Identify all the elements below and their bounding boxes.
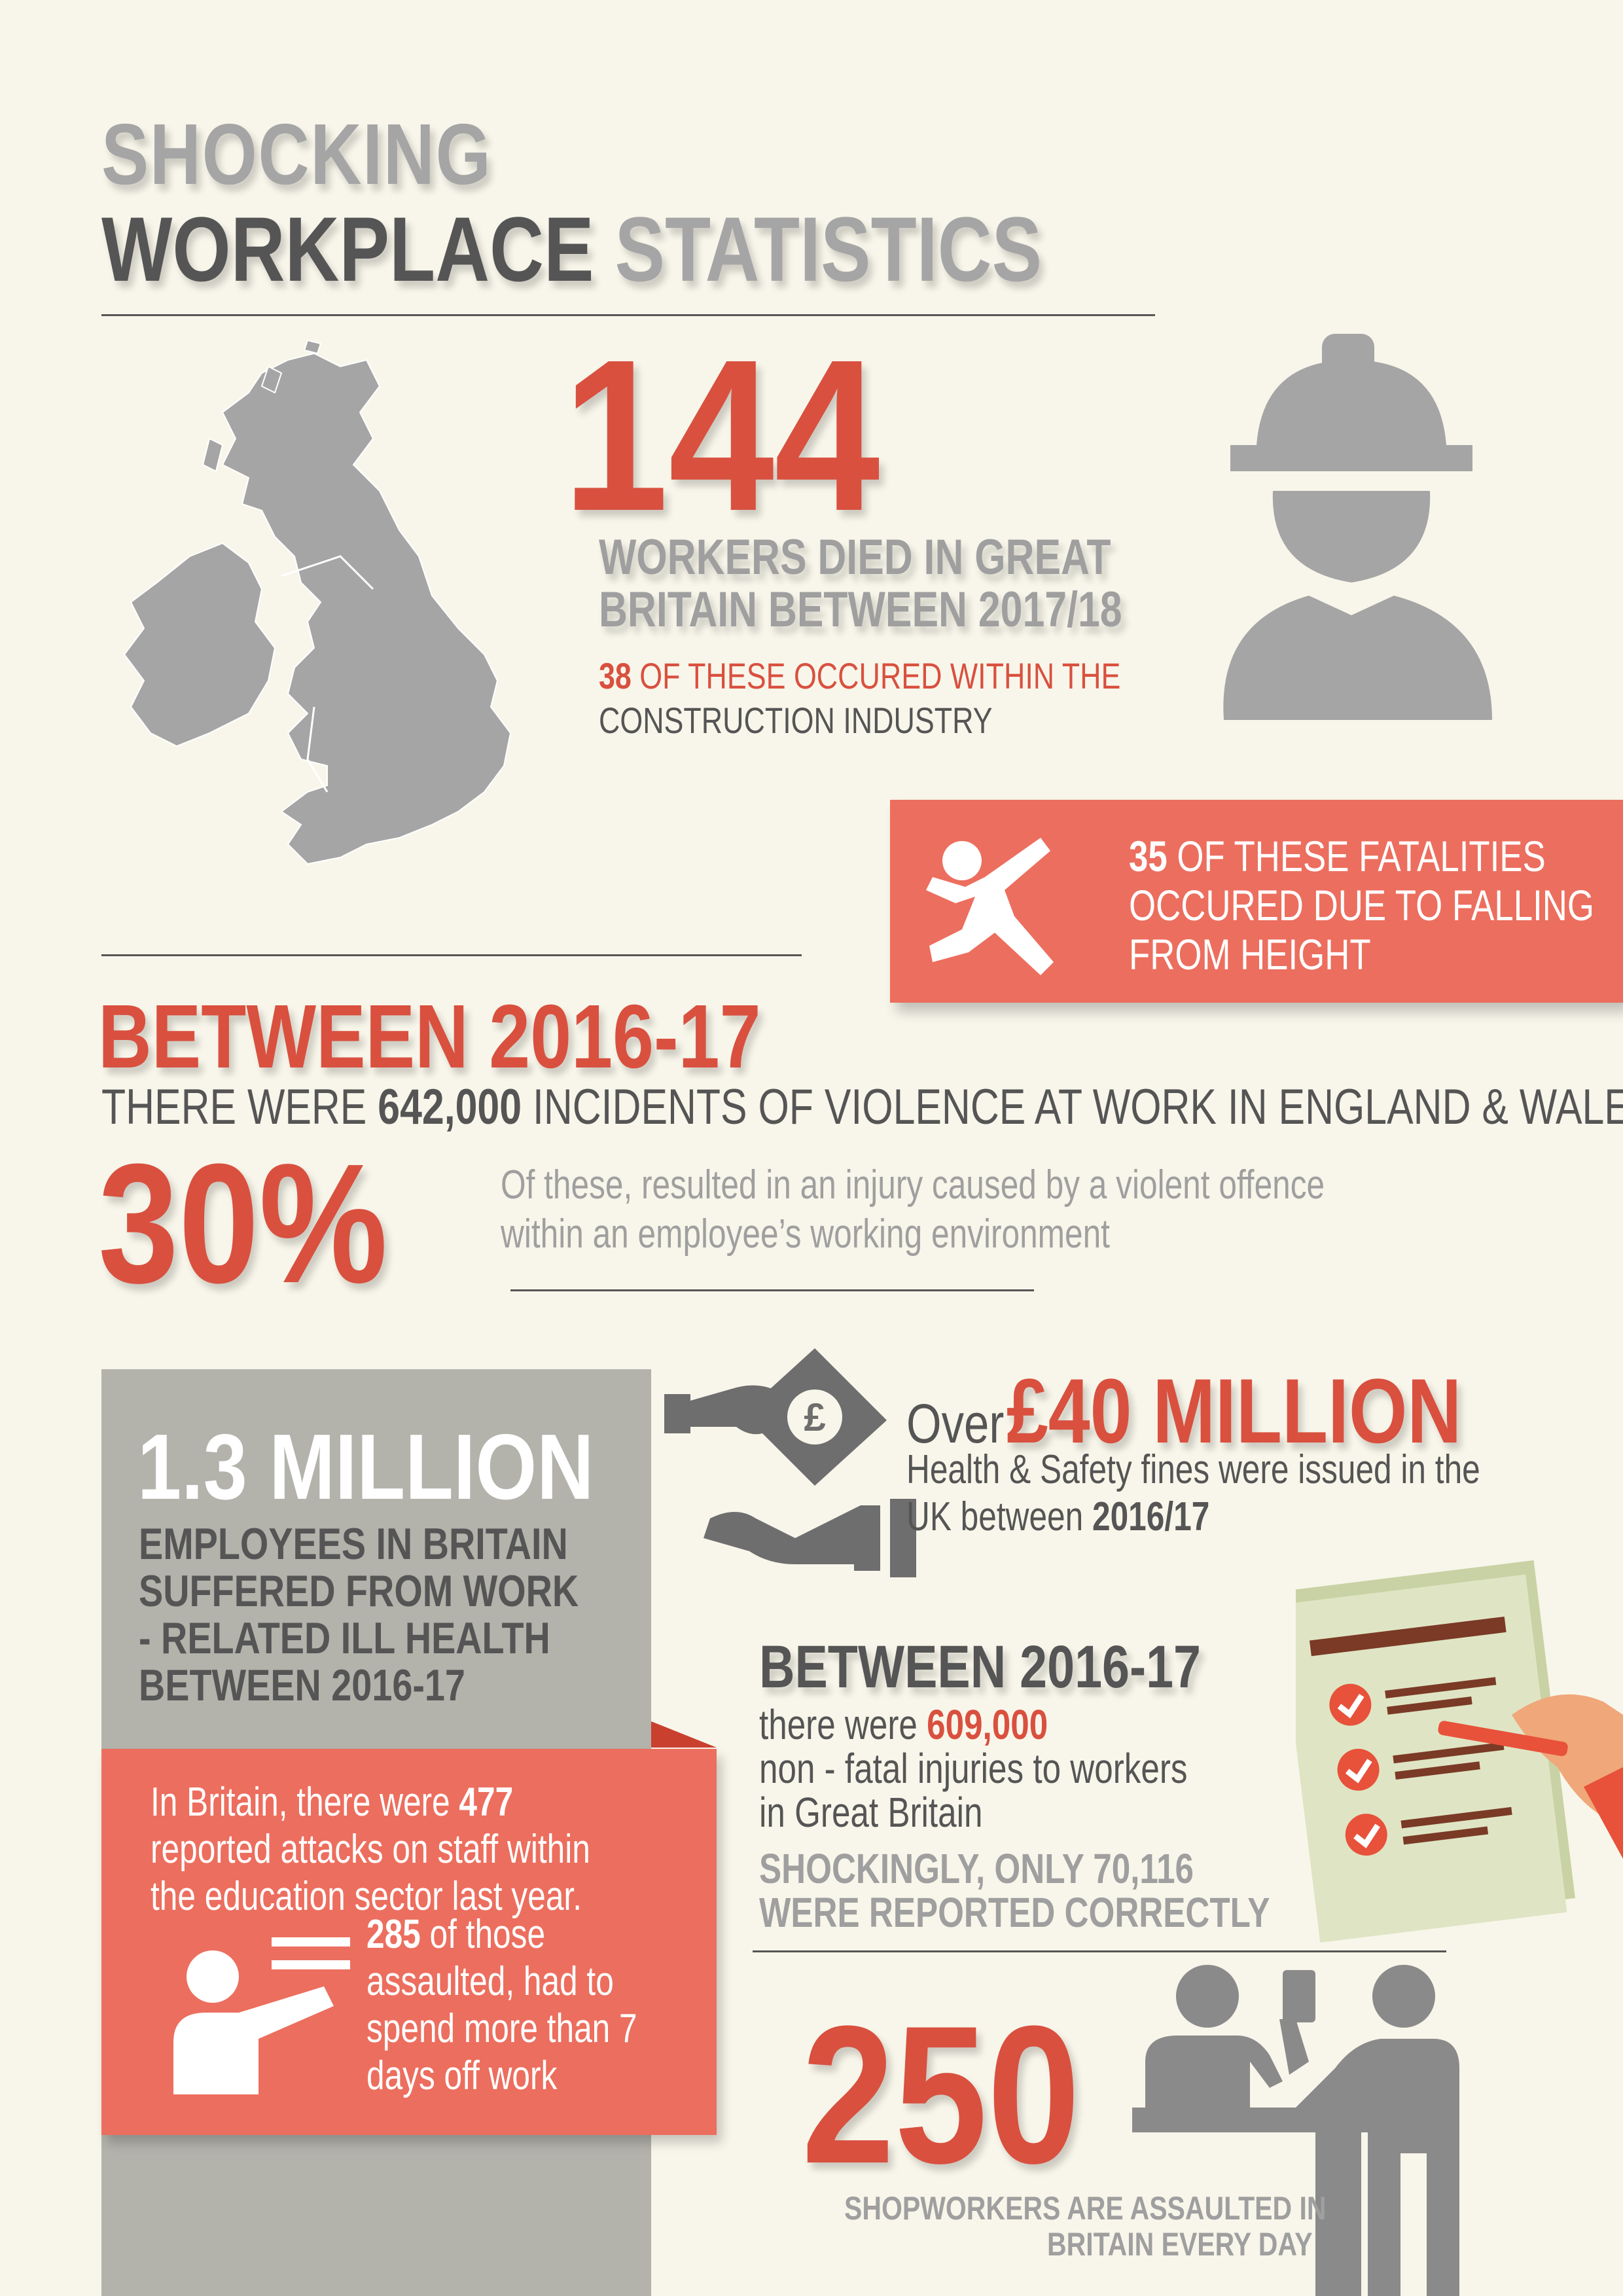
- ill-health-line1: EMPLOYEES IN BRITAIN: [139, 1519, 568, 1569]
- falling-person-icon: [926, 838, 1054, 975]
- section-rule-1: [101, 954, 802, 956]
- education-sub4: days off work: [366, 2053, 558, 2098]
- ill-health-number: 1.3 MILLION: [137, 1415, 594, 1519]
- education-banner-fold: [651, 1721, 717, 1748]
- falls-line3: FROM HEIGHT: [1129, 930, 1371, 978]
- injuries-prefix: there were: [759, 1701, 918, 1748]
- uk-map-icon: [123, 340, 512, 865]
- title-line1: SHOCKING: [101, 106, 492, 202]
- fines-headline: Over £40 MILLION: [906, 1358, 1461, 1464]
- education-sub1-rest: of those: [429, 1912, 546, 1957]
- violence-prefix: THERE WERE: [101, 1079, 367, 1135]
- teacher-icon: [173, 1937, 350, 2094]
- title-line2: WORKPLACE STATISTICS: [101, 196, 1042, 302]
- injuries-count: 609,000: [927, 1701, 1048, 1748]
- construction-count: 38: [599, 655, 632, 696]
- injuries-heading: BETWEEN 2016-17: [759, 1634, 1202, 1700]
- education-sub1: 285 of those: [366, 1911, 545, 1958]
- ill-health-line2: SUFFERED FROM WORK: [139, 1566, 579, 1616]
- education-line2: reported attacks on staff within: [151, 1827, 590, 1872]
- education-line1: In Britain, there were 477: [151, 1779, 513, 1825]
- fines-over: Over: [906, 1393, 1005, 1454]
- falls-count: 35: [1129, 832, 1168, 880]
- fines-amount: £40 MILLION: [1006, 1359, 1462, 1462]
- fines-line2-prefix: UK between: [906, 1494, 1084, 1539]
- construction-worker-icon: [1223, 334, 1492, 720]
- violence-line: THERE WERE 642,000 INCIDENTS OF VIOLENCE…: [101, 1079, 1623, 1136]
- svg-text:£: £: [804, 1395, 825, 1439]
- injuries-reported2: WERE REPORTED CORRECTLY: [759, 1889, 1270, 1936]
- shopworkers-line2: BRITAIN EVERY DAY: [1047, 2226, 1313, 2263]
- violence-desc1: Of these, resulted in an injury caused b…: [501, 1162, 1325, 1208]
- deaths-line1: WORKERS DIED IN GREAT: [599, 529, 1111, 585]
- violence-percent: 30%: [98, 1129, 388, 1319]
- fines-line2: UK between 2016/17: [906, 1494, 1209, 1540]
- shop-counter-icon: [1132, 1965, 1459, 2296]
- violence-suffix: INCIDENTS OF VIOLENCE AT WORK IN ENGLAND…: [532, 1079, 1623, 1135]
- construction-line1: 38 OF THESE OCCURED WITHIN THE: [599, 655, 1120, 697]
- education-prefix: In Britain, there were: [151, 1780, 450, 1825]
- education-count: 477: [459, 1780, 514, 1825]
- falls-line1: 35 OF THESE FATALITIES: [1129, 831, 1546, 881]
- injuries-line3: in Great Britain: [759, 1789, 983, 1836]
- injuries-reported1: SHOCKINGLY, ONLY 70,116: [759, 1845, 1194, 1892]
- title-rule: [101, 314, 1155, 316]
- construction-line2: CONSTRUCTION INDUSTRY: [599, 700, 993, 741]
- falls-line1-rest: OF THESE FATALITIES: [1177, 832, 1546, 880]
- title-workplace: WORKPLACE: [101, 198, 594, 300]
- falls-line2: OCCURED DUE TO FALLING: [1129, 881, 1594, 929]
- education-line3: the education sector last year.: [151, 1874, 582, 1919]
- section-rule-2: [510, 1289, 1034, 1291]
- ill-health-line3: - RELATED ILL HEALTH: [139, 1613, 550, 1663]
- deaths-line2: BRITAIN BETWEEN 2017/18: [599, 582, 1122, 637]
- fines-year: 2016/17: [1092, 1494, 1210, 1539]
- shopworkers-line1: SHOPWORKERS ARE ASSAULTED IN: [844, 2190, 1327, 2227]
- money-handover-icon: £: [664, 1348, 916, 1577]
- section-rule-3: [753, 1950, 1446, 1952]
- shopworkers-number: 250: [802, 1984, 1080, 2204]
- title-statistics: STATISTICS: [615, 198, 1043, 300]
- fines-line1: Health & Safety fines were issued in the: [906, 1447, 1480, 1492]
- deaths-number: 144: [563, 314, 880, 556]
- education-sub-count: 285: [366, 1912, 421, 1957]
- violence-count: 642,000: [378, 1079, 522, 1135]
- injuries-line1: there were 609,000: [759, 1700, 1048, 1749]
- construction-text1: OF THESE OCCURED WITHIN THE: [639, 655, 1121, 696]
- education-sub3: spend more than 7: [366, 2006, 637, 2051]
- violence-desc2: within an employee’s working environment: [501, 1211, 1110, 1257]
- falls-banner: [890, 800, 1623, 1003]
- violence-heading: BETWEEN 2016-17: [98, 986, 761, 1087]
- ill-health-line4: BETWEEN 2016-17: [139, 1660, 465, 1710]
- injuries-line2: non - fatal injuries to workers: [759, 1745, 1188, 1792]
- checklist-icon: [1296, 1560, 1623, 1943]
- education-sub2: assaulted, had to: [366, 1959, 614, 2004]
